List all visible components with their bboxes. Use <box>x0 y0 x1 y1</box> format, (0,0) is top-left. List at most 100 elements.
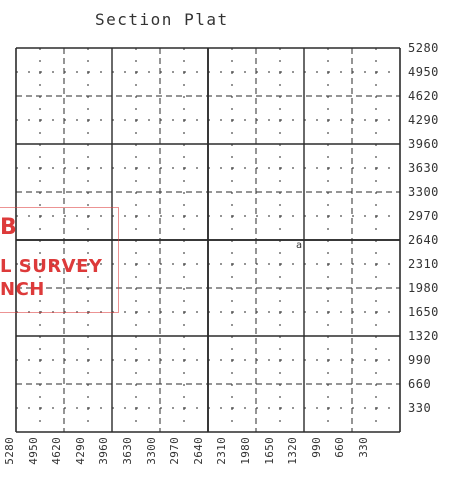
cell-dot <box>183 311 185 313</box>
cell-dot <box>279 71 281 73</box>
bottom-scale-label: 4290 <box>73 437 87 465</box>
cell-dot <box>327 407 329 409</box>
cell-dot <box>39 215 41 217</box>
cell-dot <box>327 263 329 265</box>
cell-dot <box>375 71 377 73</box>
right-scale-label: 3300 <box>408 185 439 199</box>
cell-dot <box>183 407 185 409</box>
cell-dot <box>327 71 329 73</box>
stamp-line-1: B <box>0 215 17 240</box>
cell-dot <box>87 215 89 217</box>
right-scale-label: 2310 <box>408 257 439 271</box>
bottom-scale-label: 3960 <box>97 437 111 465</box>
cell-dot <box>87 119 89 121</box>
cell-dot <box>135 311 137 313</box>
cell-dot <box>375 263 377 265</box>
bottom-scale-label: 4950 <box>26 437 40 465</box>
cell-dot <box>375 215 377 217</box>
right-scale-label: 660 <box>408 377 432 391</box>
cell-dot <box>375 407 377 409</box>
cell-dot <box>327 215 329 217</box>
cell-dot <box>327 167 329 169</box>
cell-dot <box>135 407 137 409</box>
right-scale-label: 4950 <box>408 65 439 79</box>
cell-dot <box>135 167 137 169</box>
cell-dot <box>39 263 41 265</box>
bottom-scale-label: 1320 <box>286 437 300 465</box>
cell-dot <box>39 167 41 169</box>
right-scale-label: 4620 <box>408 89 439 103</box>
cell-dot <box>231 311 233 313</box>
bottom-scale-label: 4620 <box>50 437 64 465</box>
plat-mark: a <box>296 240 303 251</box>
cell-dot <box>231 119 233 121</box>
bottom-scale-label: 2310 <box>215 437 229 465</box>
cell-dot <box>135 119 137 121</box>
cell-dot <box>279 119 281 121</box>
cell-dot <box>327 359 329 361</box>
right-scale-label: 5280 <box>408 41 439 55</box>
bottom-scale-label: 1980 <box>239 437 252 465</box>
cell-dot <box>231 407 233 409</box>
cell-dot <box>87 359 89 361</box>
stamp-line-3: NCH <box>0 279 45 300</box>
bottom-scale-label: 1650 <box>262 437 276 465</box>
cell-dot <box>183 263 185 265</box>
cell-dot <box>375 311 377 313</box>
cell-dot <box>375 119 377 121</box>
bottom-scale-label: 3300 <box>144 437 158 465</box>
right-scale-label: 1320 <box>408 329 439 343</box>
cell-dot <box>87 407 89 409</box>
cell-dot <box>183 215 185 217</box>
cell-dot <box>327 311 329 313</box>
bottom-scale-label: 3630 <box>121 437 134 465</box>
cell-dot <box>183 167 185 169</box>
cell-dot <box>135 215 137 217</box>
cell-dot <box>375 167 377 169</box>
right-scale-label: 1980 <box>408 281 439 295</box>
stamp-line-2: L SURVEY <box>0 256 103 277</box>
cell-dot <box>279 215 281 217</box>
cell-dot <box>279 359 281 361</box>
bottom-scale-label: 330 <box>357 437 370 458</box>
right-scale-label: 990 <box>408 353 432 367</box>
cell-dot <box>183 71 185 73</box>
cell-dot <box>327 119 329 121</box>
plat-title: Section Plat <box>95 10 229 29</box>
cell-dot <box>135 359 137 361</box>
right-scale-label: 3630 <box>408 161 439 175</box>
right-scale-label: 3960 <box>408 137 439 151</box>
bottom-scale-label: 660 <box>333 437 347 458</box>
cell-dot <box>279 167 281 169</box>
bottom-scale-label: 2640 <box>191 437 205 465</box>
cell-dot <box>279 263 281 265</box>
cell-dot <box>39 359 41 361</box>
cell-dot <box>135 263 137 265</box>
cell-dot <box>183 119 185 121</box>
cell-dot <box>39 119 41 121</box>
cell-dot <box>231 263 233 265</box>
survey-stamp: B L SURVEY NCH <box>0 207 130 325</box>
stamp-frame <box>0 207 119 313</box>
cell-dot <box>231 167 233 169</box>
right-scale-label: 2640 <box>408 233 439 247</box>
right-scale-label: 4290 <box>408 113 439 127</box>
cell-dot <box>39 407 41 409</box>
cell-dot <box>87 167 89 169</box>
cell-dot <box>375 359 377 361</box>
right-scale-label: 330 <box>408 401 432 415</box>
bottom-scale-label: 2970 <box>168 437 182 465</box>
right-scale-label: 2970 <box>408 209 439 223</box>
cell-dot <box>279 311 281 313</box>
cell-dot <box>231 71 233 73</box>
cell-dot <box>135 71 137 73</box>
cell-dot <box>183 359 185 361</box>
bottom-scale-label: 5280 <box>3 437 16 465</box>
cell-dot <box>87 71 89 73</box>
bottom-scale-label: 990 <box>309 437 323 458</box>
cell-dot <box>279 407 281 409</box>
cell-dot <box>231 359 233 361</box>
right-scale-label: 1650 <box>408 305 439 319</box>
cell-dot <box>39 71 41 73</box>
